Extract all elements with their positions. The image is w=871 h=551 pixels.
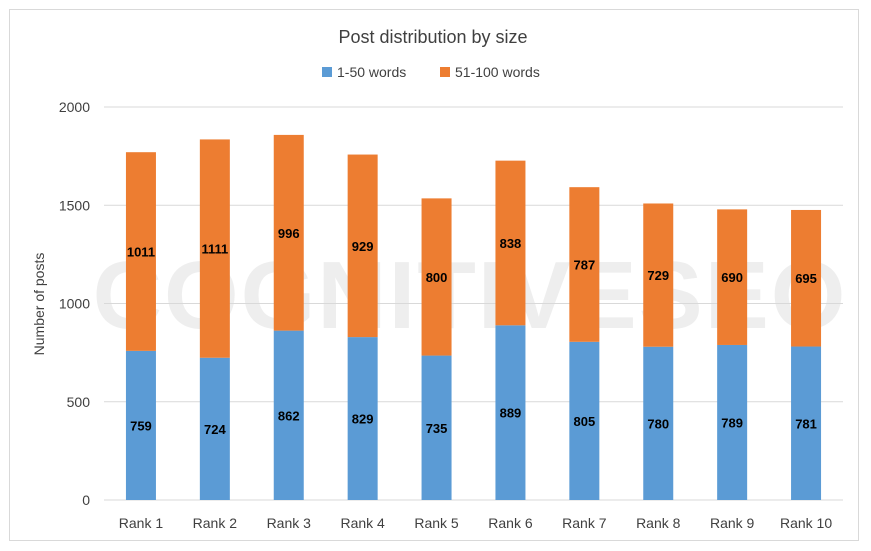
data-label: 695 bbox=[795, 271, 817, 286]
data-label: 759 bbox=[130, 418, 152, 433]
data-label: 996 bbox=[278, 226, 300, 241]
legend-swatch bbox=[440, 67, 450, 77]
data-label: 735 bbox=[426, 421, 448, 436]
data-label: 1011 bbox=[127, 245, 155, 260]
data-label: 724 bbox=[204, 422, 226, 437]
chart-title: Post distribution by size bbox=[338, 27, 527, 47]
bar-segment bbox=[421, 198, 452, 356]
bar-segment bbox=[125, 350, 156, 500]
bar-segment bbox=[643, 346, 674, 500]
bar-segment bbox=[495, 325, 526, 500]
bar-segment bbox=[717, 209, 748, 345]
y-axis-label: Number of posts bbox=[31, 253, 47, 356]
y-axis-ticks: 0 500 1000 1500 2000 bbox=[59, 99, 90, 508]
legend-label: 51-100 words bbox=[455, 64, 540, 80]
bar-segment bbox=[643, 203, 674, 347]
bar-segment bbox=[791, 209, 822, 347]
x-tick-label: Rank 3 bbox=[267, 515, 312, 531]
bar-segment bbox=[495, 160, 526, 326]
bar-segment bbox=[199, 357, 230, 500]
data-label: 829 bbox=[352, 412, 374, 427]
legend-swatch bbox=[322, 67, 332, 77]
bar-segment bbox=[569, 187, 600, 342]
y-tick-label: 1000 bbox=[59, 296, 90, 312]
bar-segment bbox=[791, 346, 822, 500]
data-label: 780 bbox=[647, 416, 669, 431]
x-tick-label: Rank 1 bbox=[119, 515, 164, 531]
data-label: 787 bbox=[573, 257, 595, 272]
data-label: 690 bbox=[721, 270, 743, 285]
y-tick-label: 2000 bbox=[59, 99, 90, 115]
x-tick-label: Rank 4 bbox=[340, 515, 385, 531]
data-label: 729 bbox=[647, 268, 669, 283]
x-axis-ticks: Rank 1 Rank 2 Rank 3 Rank 4 Rank 5 Rank 6 Rank… bbox=[119, 515, 833, 531]
data-label: 789 bbox=[721, 415, 743, 430]
bars: 759 1011 724 1111 862 996 829 929 735 800 889 838 80… bbox=[125, 134, 822, 500]
bar-segment bbox=[717, 344, 748, 500]
x-tick-label: Rank 9 bbox=[710, 515, 755, 531]
y-tick-label: 1500 bbox=[59, 197, 90, 213]
x-tick-label: Rank 2 bbox=[193, 515, 238, 531]
data-label: 781 bbox=[795, 416, 817, 431]
data-label: 889 bbox=[500, 406, 522, 421]
data-label: 800 bbox=[426, 270, 448, 285]
data-label: 929 bbox=[352, 239, 374, 254]
x-tick-label: Rank 6 bbox=[488, 515, 533, 531]
data-label: 805 bbox=[573, 414, 595, 429]
bar-segment bbox=[273, 134, 304, 331]
bar-segment bbox=[421, 355, 452, 500]
bar-segment bbox=[199, 139, 230, 358]
legend: 1-50 words 51-100 words bbox=[322, 64, 540, 80]
bar-segment bbox=[569, 341, 600, 500]
x-tick-label: Rank 8 bbox=[636, 515, 681, 531]
data-label: 862 bbox=[278, 408, 300, 423]
data-label: 838 bbox=[500, 236, 522, 251]
data-label: 1111 bbox=[201, 242, 228, 257]
x-tick-label: Rank 7 bbox=[562, 515, 607, 531]
legend-label: 1-50 words bbox=[337, 64, 406, 80]
x-tick-label: Rank 10 bbox=[780, 515, 832, 531]
bar-segment bbox=[347, 154, 378, 338]
bar-segment bbox=[347, 337, 378, 500]
y-tick-label: 500 bbox=[67, 394, 91, 410]
bar-segment bbox=[273, 330, 304, 500]
y-tick-label: 0 bbox=[82, 492, 90, 508]
bar-segment bbox=[125, 152, 156, 351]
x-tick-label: Rank 5 bbox=[414, 515, 459, 531]
